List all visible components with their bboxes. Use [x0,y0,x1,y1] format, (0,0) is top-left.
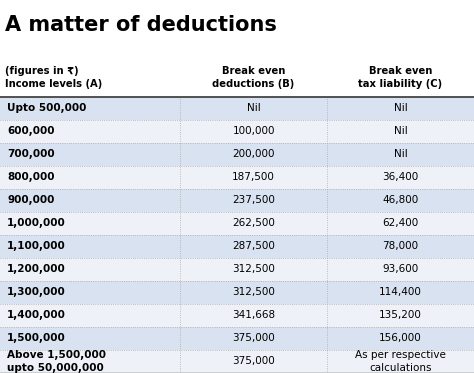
Text: 375,000: 375,000 [232,333,275,344]
Text: Break even
tax liability (C): Break even tax liability (C) [358,66,443,89]
Bar [0,120,474,143]
Text: As per respective
calculations: As per respective calculations [355,350,446,373]
Text: 800,000: 800,000 [7,172,55,182]
Text: 135,200: 135,200 [379,310,422,320]
Bar [0,304,474,327]
Text: 1,100,000: 1,100,000 [7,241,66,251]
Text: 700,000: 700,000 [7,150,55,160]
Bar [0,327,474,350]
Text: 900,000: 900,000 [7,195,55,206]
Bar [0,0,474,58]
Text: 156,000: 156,000 [379,333,422,344]
Text: 200,000: 200,000 [232,150,275,160]
Text: 36,400: 36,400 [383,172,419,182]
Text: 312,500: 312,500 [232,288,275,298]
Text: 1,000,000: 1,000,000 [7,219,66,229]
Text: 114,400: 114,400 [379,288,422,298]
Text: 93,600: 93,600 [383,264,419,275]
Bar [0,235,474,258]
Bar [0,58,474,97]
Text: 100,000: 100,000 [232,126,275,137]
Text: Nil: Nil [393,126,408,137]
Text: Upto 500,000: Upto 500,000 [7,103,86,113]
Bar [0,350,474,373]
Bar [0,212,474,235]
Text: 46,800: 46,800 [383,195,419,206]
Text: Above 1,500,000
upto 50,000,000: Above 1,500,000 upto 50,000,000 [7,350,106,373]
Bar [0,189,474,212]
Text: A matter of deductions: A matter of deductions [5,15,277,35]
Text: Break even
deductions (B): Break even deductions (B) [212,66,295,89]
Bar [0,143,474,166]
Text: 341,668: 341,668 [232,310,275,320]
Text: 1,300,000: 1,300,000 [7,288,66,298]
Text: 375,000: 375,000 [232,357,275,367]
Text: 262,500: 262,500 [232,219,275,229]
Text: Nil: Nil [393,103,408,113]
Text: 1,200,000: 1,200,000 [7,264,66,275]
Text: 1,500,000: 1,500,000 [7,333,66,344]
Text: 600,000: 600,000 [7,126,55,137]
Bar [0,166,474,189]
Text: Nil: Nil [393,150,408,160]
Text: 78,000: 78,000 [383,241,419,251]
Text: 187,500: 187,500 [232,172,275,182]
Bar [0,258,474,281]
Text: 287,500: 287,500 [232,241,275,251]
Text: 237,500: 237,500 [232,195,275,206]
Text: 1,400,000: 1,400,000 [7,310,66,320]
Text: (figures in ₹)
Income levels (A): (figures in ₹) Income levels (A) [5,66,102,89]
Text: 62,400: 62,400 [383,219,419,229]
Bar [0,281,474,304]
Text: 312,500: 312,500 [232,264,275,275]
Text: Nil: Nil [246,103,261,113]
Bar [0,97,474,120]
